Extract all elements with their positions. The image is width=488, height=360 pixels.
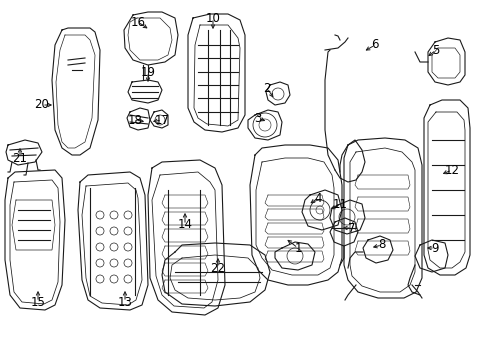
Text: 7: 7 bbox=[347, 221, 355, 234]
Text: 18: 18 bbox=[127, 113, 142, 126]
Text: 22: 22 bbox=[210, 261, 225, 274]
Text: 6: 6 bbox=[370, 39, 378, 51]
Text: 1: 1 bbox=[294, 242, 301, 255]
Text: 11: 11 bbox=[332, 198, 347, 211]
Text: 15: 15 bbox=[30, 296, 45, 309]
Text: 19: 19 bbox=[140, 66, 155, 78]
Text: 5: 5 bbox=[431, 44, 439, 57]
Text: 10: 10 bbox=[205, 12, 220, 24]
Text: 17: 17 bbox=[154, 113, 169, 126]
Text: 20: 20 bbox=[35, 99, 49, 112]
Text: 4: 4 bbox=[314, 192, 321, 204]
Text: 9: 9 bbox=[430, 242, 438, 255]
Text: 14: 14 bbox=[177, 219, 192, 231]
Text: 16: 16 bbox=[130, 15, 145, 28]
Text: 8: 8 bbox=[378, 238, 385, 252]
Text: 12: 12 bbox=[444, 163, 459, 176]
Text: 3: 3 bbox=[254, 112, 261, 125]
Text: 13: 13 bbox=[117, 296, 132, 309]
Text: 21: 21 bbox=[13, 152, 27, 165]
Text: 2: 2 bbox=[263, 81, 270, 94]
